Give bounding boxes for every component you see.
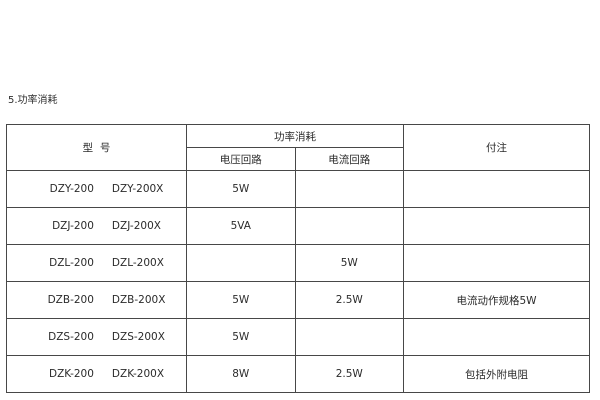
- model-cell: DZS-200 DZS-200X: [6, 318, 187, 356]
- voltage-cell: 5W: [186, 281, 296, 319]
- section-heading: 5.功率消耗: [8, 95, 58, 106]
- voltage-cell: 5VA: [186, 207, 296, 245]
- notes-cell: 电流动作规格5W: [403, 281, 590, 319]
- model-pair: DZL-200 DZL-200X: [49, 257, 164, 269]
- voltage-cell: 5W: [186, 170, 296, 208]
- model-cell: DZK-200 DZK-200X: [6, 355, 187, 393]
- power-consumption-table: 型 号 功率消耗 付注 电压回路 电流回路 DZY-200 DZY-200X 5…: [6, 124, 590, 393]
- table-row: DZK-200 DZK-200X 8W 2.5W 包括外附电阻: [6, 355, 590, 393]
- model-pair: DZS-200 DZS-200X: [48, 331, 165, 343]
- model-cell: DZB-200 DZB-200X: [6, 281, 187, 319]
- notes-cell: [403, 207, 590, 245]
- header-notes: 付注: [403, 124, 590, 171]
- current-cell: 2.5W: [294, 355, 404, 393]
- model-pair: DZJ-200 DZJ-200X: [52, 220, 161, 232]
- model-a: DZL-200: [49, 257, 94, 269]
- notes-cell: [403, 170, 590, 208]
- header-model: 型 号: [6, 124, 187, 171]
- table-row: DZL-200 DZL-200X 5W: [6, 244, 590, 282]
- model-b: DZY-200X: [111, 183, 164, 195]
- voltage-cell: [186, 244, 296, 282]
- table-body: DZY-200 DZY-200X 5W DZJ-200 DZJ-200X 5VA…: [6, 170, 590, 393]
- model-b: DZK-200X: [111, 368, 165, 380]
- model-a: DZJ-200: [52, 220, 94, 232]
- notes-cell: 包括外附电阻: [403, 355, 590, 393]
- current-cell: 2.5W: [294, 281, 404, 319]
- model-b: DZB-200X: [111, 294, 166, 306]
- current-cell: 5W: [294, 244, 404, 282]
- model-b: DZJ-200X: [111, 220, 161, 232]
- header-current-circuit: 电流回路: [294, 147, 404, 171]
- model-a: DZB-200: [47, 294, 94, 306]
- model-a: DZY-200: [49, 183, 94, 195]
- model-cell: DZY-200 DZY-200X: [6, 170, 187, 208]
- header-power-group: 功率消耗: [186, 124, 404, 148]
- header-voltage-circuit: 电压回路: [186, 147, 296, 171]
- voltage-cell: 8W: [186, 355, 296, 393]
- model-a: DZK-200: [49, 368, 94, 380]
- table-row: DZJ-200 DZJ-200X 5VA: [6, 207, 590, 245]
- table-header-row-sub: 电压回路 电流回路: [7, 147, 590, 171]
- table-row: DZB-200 DZB-200X 5W 2.5W 电流动作规格5W: [6, 281, 590, 319]
- table-header-row-top: 型 号 功率消耗 付注: [6, 124, 590, 171]
- model-cell: DZJ-200 DZJ-200X: [6, 207, 187, 245]
- table-row: DZY-200 DZY-200X 5W: [6, 170, 590, 208]
- model-b: DZL-200X: [111, 257, 164, 269]
- current-cell: [294, 207, 404, 245]
- model-cell: DZL-200 DZL-200X: [6, 244, 187, 282]
- model-pair: DZB-200 DZB-200X: [48, 294, 166, 306]
- notes-cell: [403, 244, 590, 282]
- model-pair: DZY-200 DZY-200X: [50, 183, 164, 195]
- model-b: DZS-200X: [111, 331, 165, 343]
- model-pair: DZK-200 DZK-200X: [49, 368, 164, 380]
- current-cell: [294, 318, 404, 356]
- notes-cell: [403, 318, 590, 356]
- table-row: DZS-200 DZS-200X 5W: [6, 318, 590, 356]
- voltage-cell: 5W: [186, 318, 296, 356]
- table-header: 型 号 功率消耗 付注 电压回路 电流回路: [6, 124, 590, 171]
- current-cell: [294, 170, 404, 208]
- model-a: DZS-200: [48, 331, 94, 343]
